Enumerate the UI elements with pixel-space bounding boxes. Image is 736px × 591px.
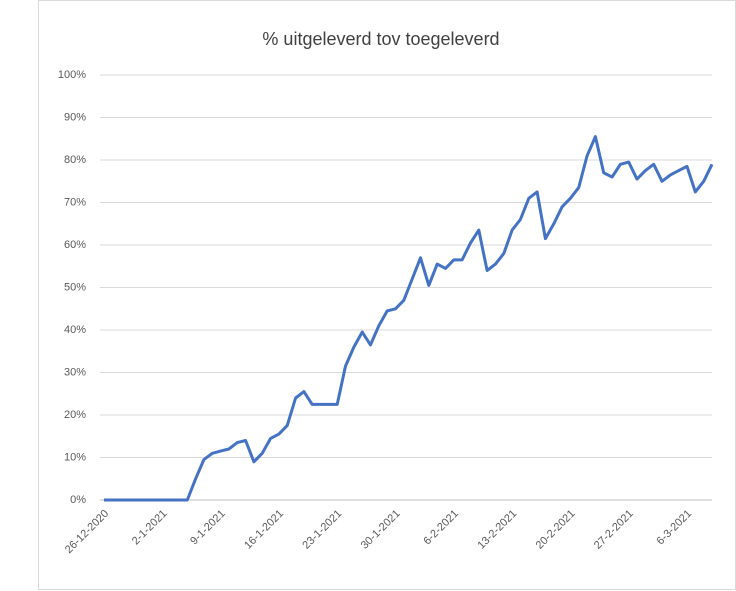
y-tick-label: 70%	[64, 196, 86, 208]
y-tick-label: 40%	[64, 324, 86, 336]
y-tick-label: 80%	[64, 154, 86, 166]
y-tick-label: 20%	[64, 409, 86, 421]
y-tick-label: 0%	[70, 494, 86, 506]
y-tick-label: 30%	[64, 366, 86, 378]
y-tick-label: 100%	[58, 69, 86, 81]
chart-title: % uitgeleverd tov toegeleverd	[262, 29, 499, 49]
y-tick-label: 90%	[64, 111, 86, 123]
series-line	[104, 135, 714, 502]
y-tick-label: 60%	[64, 239, 86, 251]
y-tick-label: 10%	[64, 451, 86, 463]
chart-frame	[38, 0, 736, 590]
y-tick-label: 50%	[64, 281, 86, 293]
